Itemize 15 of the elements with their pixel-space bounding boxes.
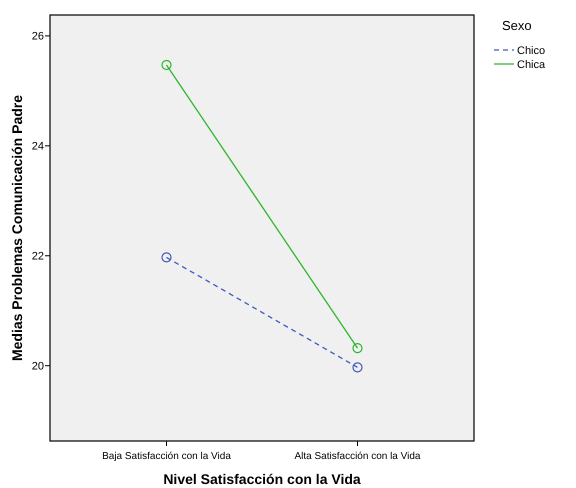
point	[352, 343, 363, 354]
y-tick-label: 20	[32, 360, 44, 373]
x-tick-label: Alta Satisfacción con la Vida	[294, 451, 421, 462]
legend-label: Chico	[517, 44, 546, 57]
point	[352, 362, 363, 372]
y-tick-label: 24	[32, 140, 44, 153]
legend-title: Sexo	[502, 18, 532, 33]
y-tick-label: 26	[32, 30, 44, 43]
point	[161, 252, 172, 263]
x-tick-label: Baja Satisfacción con la Vida	[102, 451, 232, 462]
point	[161, 60, 172, 70]
legend-label: Chica	[517, 58, 546, 71]
y-tick-label: 22	[32, 250, 44, 263]
y-axis-title: Medias Problemas Comunicación Padre	[9, 94, 25, 362]
x-axis-title: Nivel Satisfacción con la Vida	[163, 471, 361, 487]
